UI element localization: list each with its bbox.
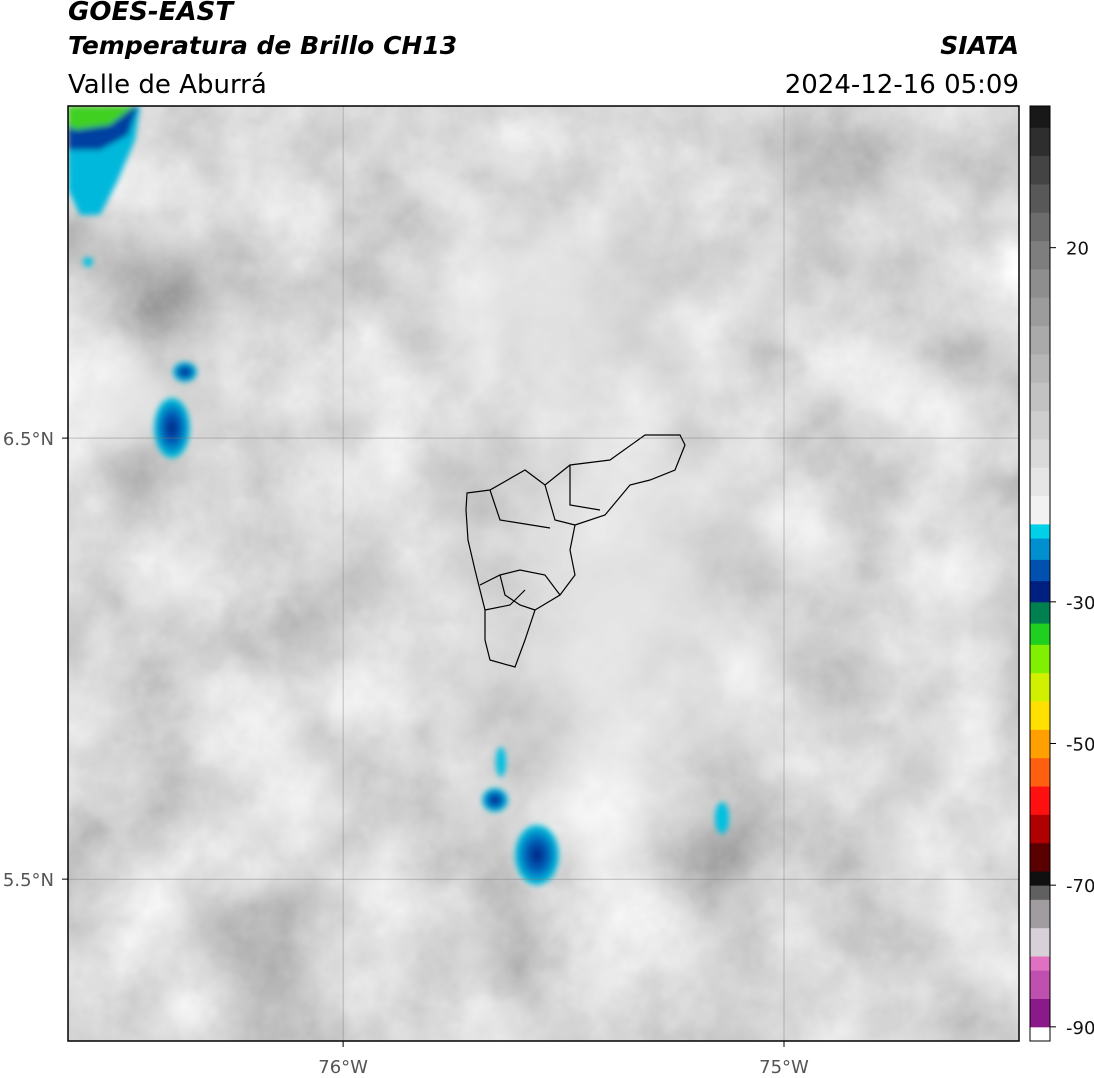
- colorbar-bin: [1030, 786, 1050, 815]
- warm-area: [410, 280, 810, 920]
- valley-outline: [465, 434, 686, 668]
- colorbar-bin: [1030, 297, 1050, 327]
- colorbar-bin: [1030, 212, 1050, 242]
- colorbar-bin: [1030, 467, 1050, 497]
- map-frame: [67, 105, 1020, 1042]
- colorbar-bin: [1030, 183, 1050, 213]
- colorbar-bin: [1030, 353, 1050, 383]
- colorbar-bin: [1030, 885, 1050, 900]
- source: SIATA: [940, 31, 1019, 60]
- colorbar-bin: [1030, 1026, 1050, 1042]
- colorbar-bin: [1030, 644, 1050, 674]
- colorbar-bin: [1030, 927, 1050, 957]
- colorbar-bin: [1030, 956, 1050, 971]
- x-tick-label: 76°W: [318, 1057, 368, 1078]
- colorbar-bin: [1030, 268, 1050, 298]
- colorbar-bin: [1030, 538, 1050, 560]
- colorbar-bin: [1030, 438, 1050, 468]
- colorbar-bin: [1030, 970, 1050, 999]
- colorbar-bin: [1030, 523, 1050, 539]
- colorbar-bin: [1030, 623, 1050, 645]
- region: Valle de Aburrá: [68, 70, 267, 100]
- warm-area: [68, 340, 240, 480]
- colorbar-tick-label: -70: [1066, 876, 1094, 897]
- colorbar-bin: [1030, 701, 1050, 730]
- colorbar-bin: [1030, 998, 1050, 1028]
- colorbar-bin: [1030, 580, 1050, 603]
- grid: [68, 106, 1019, 1041]
- cold-clouds: [68, 106, 729, 885]
- title: GOES-EAST: [68, 0, 235, 27]
- colorbar-bin: [1030, 899, 1050, 929]
- colorbar-tick-label: 20: [1066, 239, 1089, 260]
- colorbar-bin: [1030, 382, 1050, 412]
- colorbar-bin: [1030, 672, 1050, 702]
- colorbar: 20 -30 -50 -70 -90: [1029, 105, 1094, 1042]
- x-tick-label: 75°W: [759, 1057, 809, 1078]
- colorbar-bin: [1030, 325, 1050, 355]
- colorbar-bin: [1030, 871, 1050, 886]
- colorbar-tick-label: -30: [1066, 593, 1094, 614]
- colorbar-bin: [1030, 601, 1050, 624]
- colorbar-bin: [1030, 495, 1050, 525]
- colorbar-bin: [1030, 127, 1050, 157]
- colorbar-bin: [1030, 842, 1050, 872]
- colorbar-tick-label: -50: [1066, 735, 1094, 756]
- colorbar-bin: [1030, 814, 1050, 844]
- colorbar-bin: [1030, 729, 1050, 759]
- colorbar-bin: [1030, 757, 1050, 787]
- y-tick-label: 6.5°N: [3, 429, 54, 450]
- colorbar-tick-label: -90: [1066, 1018, 1094, 1039]
- colorbar-bin: [1030, 240, 1050, 270]
- colorbar-frame: [1029, 105, 1051, 1042]
- timestamp: 2024-12-16 05:09: [785, 70, 1019, 100]
- colorbar-bin: [1030, 559, 1050, 582]
- colorbar-bin: [1030, 155, 1050, 185]
- satellite-image: [68, 106, 1019, 1041]
- colorbar-bin: [1030, 106, 1050, 128]
- subtitle: Temperatura de Brillo CH13: [68, 31, 457, 60]
- warm-area: [400, 180, 720, 420]
- colorbar-bin: [1030, 410, 1050, 440]
- y-tick-label: 5.5°N: [3, 870, 54, 891]
